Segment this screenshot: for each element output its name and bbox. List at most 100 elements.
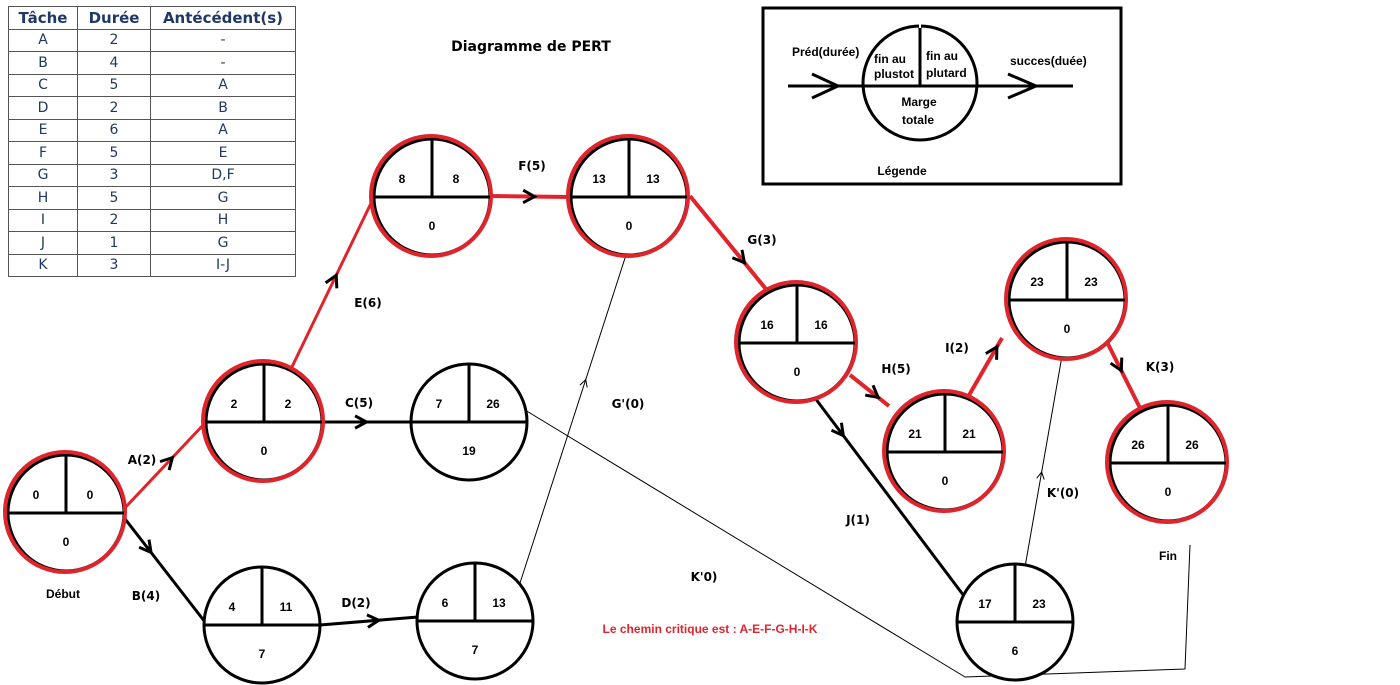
legend: Préd(durée) succes(duée) fin au plustot … xyxy=(761,6,1123,186)
edge-label-Kpp: K'0) xyxy=(691,570,718,584)
node-n5: 7 26 19 xyxy=(409,362,529,482)
node-late-finish: 11 xyxy=(280,600,293,614)
node-n6: 4 11 7 xyxy=(202,565,322,685)
table-row: K 3 I-J xyxy=(8,253,296,277)
node-late-finish: 2 xyxy=(285,397,292,411)
critical-ring xyxy=(1105,400,1229,524)
cell-predecessors: G xyxy=(150,186,296,210)
edge-line-Kpp xyxy=(524,409,1191,678)
node-early-finish: 6 xyxy=(442,596,449,610)
node-total-slack: 7 xyxy=(259,647,266,661)
edge-label-E: E(6) xyxy=(354,296,382,310)
node-total-slack: 0 xyxy=(794,365,801,379)
edge-line-K xyxy=(1104,339,1142,409)
node-n8: 16 16 0 xyxy=(734,280,858,404)
edge-label-H: H(5) xyxy=(881,362,910,376)
critical-ring xyxy=(882,389,1006,513)
edge-labels-layer: A(2) B(4) C(5) D(2) E(6) F(5) G(3) G'(0) H(5) I(2… xyxy=(128,159,1175,610)
node-total-slack: 0 xyxy=(429,219,436,233)
node-early-finish: 4 xyxy=(229,600,236,614)
edge-A xyxy=(120,420,208,513)
node-late-finish: 23 xyxy=(1032,597,1046,611)
critical-ring xyxy=(3,450,127,574)
node-early-finish: 13 xyxy=(592,172,606,186)
table-row: G 3 D,F xyxy=(8,163,296,187)
cell-duration: 5 xyxy=(77,141,151,165)
edge-line-Gp xyxy=(519,254,627,584)
edge-K xyxy=(1104,339,1142,409)
cell-duration: 5 xyxy=(77,186,151,210)
node-early-finish: 17 xyxy=(978,597,992,611)
edge-Kpp xyxy=(524,409,1191,678)
edge-F xyxy=(489,188,572,204)
critical-path-text: Le chemin critique est : A-E-F-G-H-I-K xyxy=(603,622,818,636)
edge-B xyxy=(120,514,207,623)
node-late-finish: 16 xyxy=(814,318,828,332)
edge-label-K: K(3) xyxy=(1146,360,1175,374)
edge-J xyxy=(813,397,966,597)
legend-slack-1: Marge xyxy=(901,95,937,109)
edge-label-G: G(3) xyxy=(747,233,776,247)
node-late-finish: 13 xyxy=(492,596,506,610)
node-early-finish: 0 xyxy=(33,488,40,502)
arrowhead-Gp xyxy=(579,378,588,388)
edge-label-C: C(5) xyxy=(345,396,373,410)
cell-task: H xyxy=(8,186,78,210)
node-total-slack: 7 xyxy=(472,643,479,657)
node-n9: 21 21 0 xyxy=(882,389,1006,513)
node-caption: Fin xyxy=(1159,549,1177,563)
edge-Kp xyxy=(1024,355,1063,568)
node-late-finish: 21 xyxy=(962,427,976,441)
edge-label-F: F(5) xyxy=(518,159,546,173)
legend-late-2: plutard xyxy=(926,66,967,80)
cell-predecessors: I-J xyxy=(150,253,296,277)
edge-label-D: D(2) xyxy=(341,596,370,610)
legend-succ: succes(duée) xyxy=(1010,54,1087,68)
edge-label-B: B(4) xyxy=(132,589,160,603)
edge-label-Gp: G'(0) xyxy=(612,397,645,411)
node-n2: 2 2 0 xyxy=(201,359,325,483)
edges-layer xyxy=(120,188,1191,678)
node-total-slack: 0 xyxy=(626,219,633,233)
node-late-finish: 26 xyxy=(486,397,500,411)
critical-ring xyxy=(1004,237,1128,361)
edge-label-A: A(2) xyxy=(128,453,157,467)
diagram-title: Diagramme de PERT xyxy=(451,39,611,55)
cell-duration: 6 xyxy=(77,118,151,142)
edge-Gp xyxy=(519,254,627,584)
legend-frame xyxy=(761,6,1123,186)
critical-ring xyxy=(201,359,325,483)
legend-gap xyxy=(919,24,921,28)
node-n12: 17 23 6 xyxy=(955,562,1075,682)
node-total-slack: 0 xyxy=(63,535,70,549)
arrowhead-K xyxy=(1109,357,1124,374)
edge-line-H xyxy=(848,373,891,408)
node-late-finish: 23 xyxy=(1084,275,1098,289)
arrowhead-F xyxy=(522,188,538,204)
node-early-finish: 2 xyxy=(231,397,238,411)
arrowhead-H xyxy=(865,384,881,400)
node-n10: 23 23 0 xyxy=(1004,237,1128,361)
node-early-finish: 23 xyxy=(1030,275,1044,289)
edge-H xyxy=(848,373,891,408)
edge-line-A xyxy=(120,420,208,513)
critical-ring xyxy=(734,280,858,404)
node-n1: 0 0 0 Début xyxy=(3,450,127,601)
legend-late-1: fin au xyxy=(926,49,958,63)
node-total-slack: 6 xyxy=(1012,644,1019,658)
node-n4: 13 13 0 xyxy=(566,134,690,258)
critical-ring xyxy=(566,134,690,258)
node-n3: 8 8 0 xyxy=(369,134,493,258)
cell-predecessors: D,F xyxy=(150,163,296,187)
critical-ring xyxy=(369,134,493,258)
arrowhead-Kp xyxy=(1036,471,1045,480)
legend-arrow-head-in xyxy=(811,72,842,100)
cell-predecessors: A xyxy=(150,118,296,142)
arrowhead-I xyxy=(985,344,999,360)
node-late-finish: 26 xyxy=(1185,438,1199,452)
edge-line-D xyxy=(319,615,419,627)
